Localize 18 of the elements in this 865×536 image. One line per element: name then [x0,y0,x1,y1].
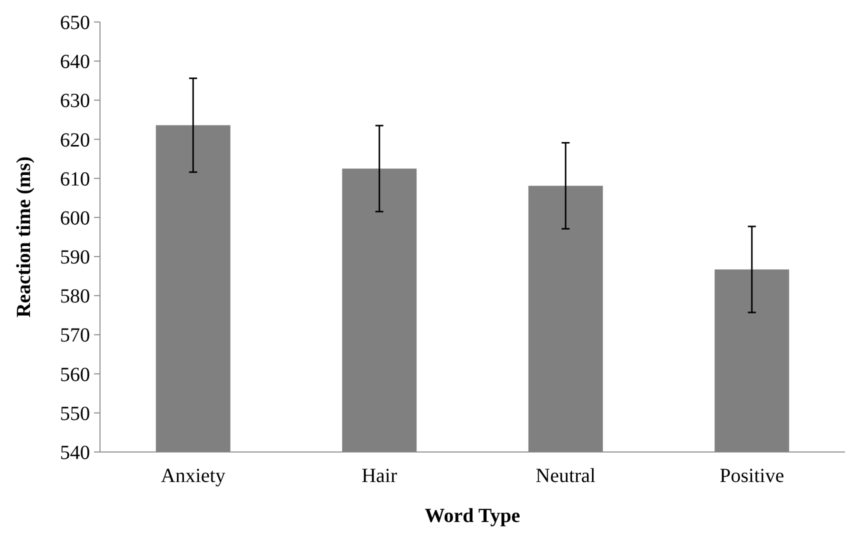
x-tick-label: Hair [362,465,398,487]
y-axis-title: Reaction time (ms) [13,156,35,318]
y-tick-label: 630 [60,90,90,112]
y-tick-label: 600 [60,207,90,230]
x-tick-label: Anxiety [160,465,226,487]
y-tick-label: 640 [60,51,90,74]
y-tick-label: 610 [60,168,90,190]
y-tick-label: 560 [60,364,90,386]
y-tick-label: 620 [60,129,90,152]
x-tick-label: Positive [720,465,784,487]
y-tick-label: 650 [60,12,90,34]
y-tick-label: 570 [60,324,90,347]
x-tick-label: Neutral [536,465,596,487]
y-tick-label: 540 [60,442,90,464]
y-tick-label: 590 [60,246,90,269]
y-tick-label: 580 [60,286,90,308]
y-tick-label: 550 [60,402,90,425]
x-axis-title: Word Type [424,505,520,527]
